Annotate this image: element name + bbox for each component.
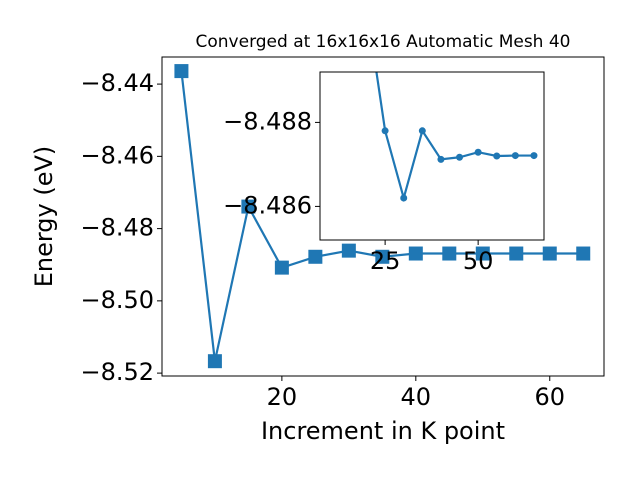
y-tick-label: −8.44	[80, 69, 154, 97]
data-point	[493, 152, 501, 160]
data-point	[530, 152, 538, 160]
y-tick-label: −8.48	[80, 214, 154, 242]
y-tick-label: −8.486	[223, 191, 312, 219]
x-tick-label: 40	[401, 383, 432, 411]
data-point	[241, 199, 256, 214]
data-point	[456, 153, 464, 161]
data-point	[418, 127, 426, 135]
data-point	[375, 249, 390, 264]
y-tick-label: −8.52	[80, 358, 154, 386]
data-point	[437, 155, 445, 163]
data-line	[375, 72, 534, 203]
axes-frame	[161, 56, 605, 377]
y-tick-label: −8.46	[80, 141, 154, 169]
data-point	[542, 246, 557, 261]
data-point	[174, 64, 189, 79]
data-point	[509, 246, 524, 261]
y-tick-label: −8.50	[80, 286, 154, 314]
data-point	[442, 246, 457, 261]
data-point	[308, 249, 323, 264]
x-tick-label: 25	[370, 247, 401, 275]
data-point	[341, 243, 356, 258]
x-tick-label: 20	[267, 383, 298, 411]
data-point	[576, 246, 591, 261]
data-point	[475, 246, 490, 261]
y-tick-label: −8.488	[223, 107, 312, 135]
x-tick-label: 50	[463, 247, 494, 275]
chart-title: Converged at 16x16x16 Automatic Mesh 40	[196, 32, 571, 52]
x-tick-label: 60	[534, 383, 565, 411]
data-point	[274, 260, 289, 275]
data-point	[207, 354, 222, 369]
data-point	[474, 148, 482, 156]
data-point	[400, 194, 408, 202]
data-point	[381, 127, 389, 135]
x-axis-label: Increment in K point	[261, 417, 505, 445]
plot-series	[375, 72, 538, 203]
plot-series	[174, 64, 591, 369]
data-point	[511, 152, 519, 160]
axes-frame	[319, 71, 545, 241]
y-axis-label: Energy (eV)	[30, 146, 58, 288]
data-point	[408, 246, 423, 261]
